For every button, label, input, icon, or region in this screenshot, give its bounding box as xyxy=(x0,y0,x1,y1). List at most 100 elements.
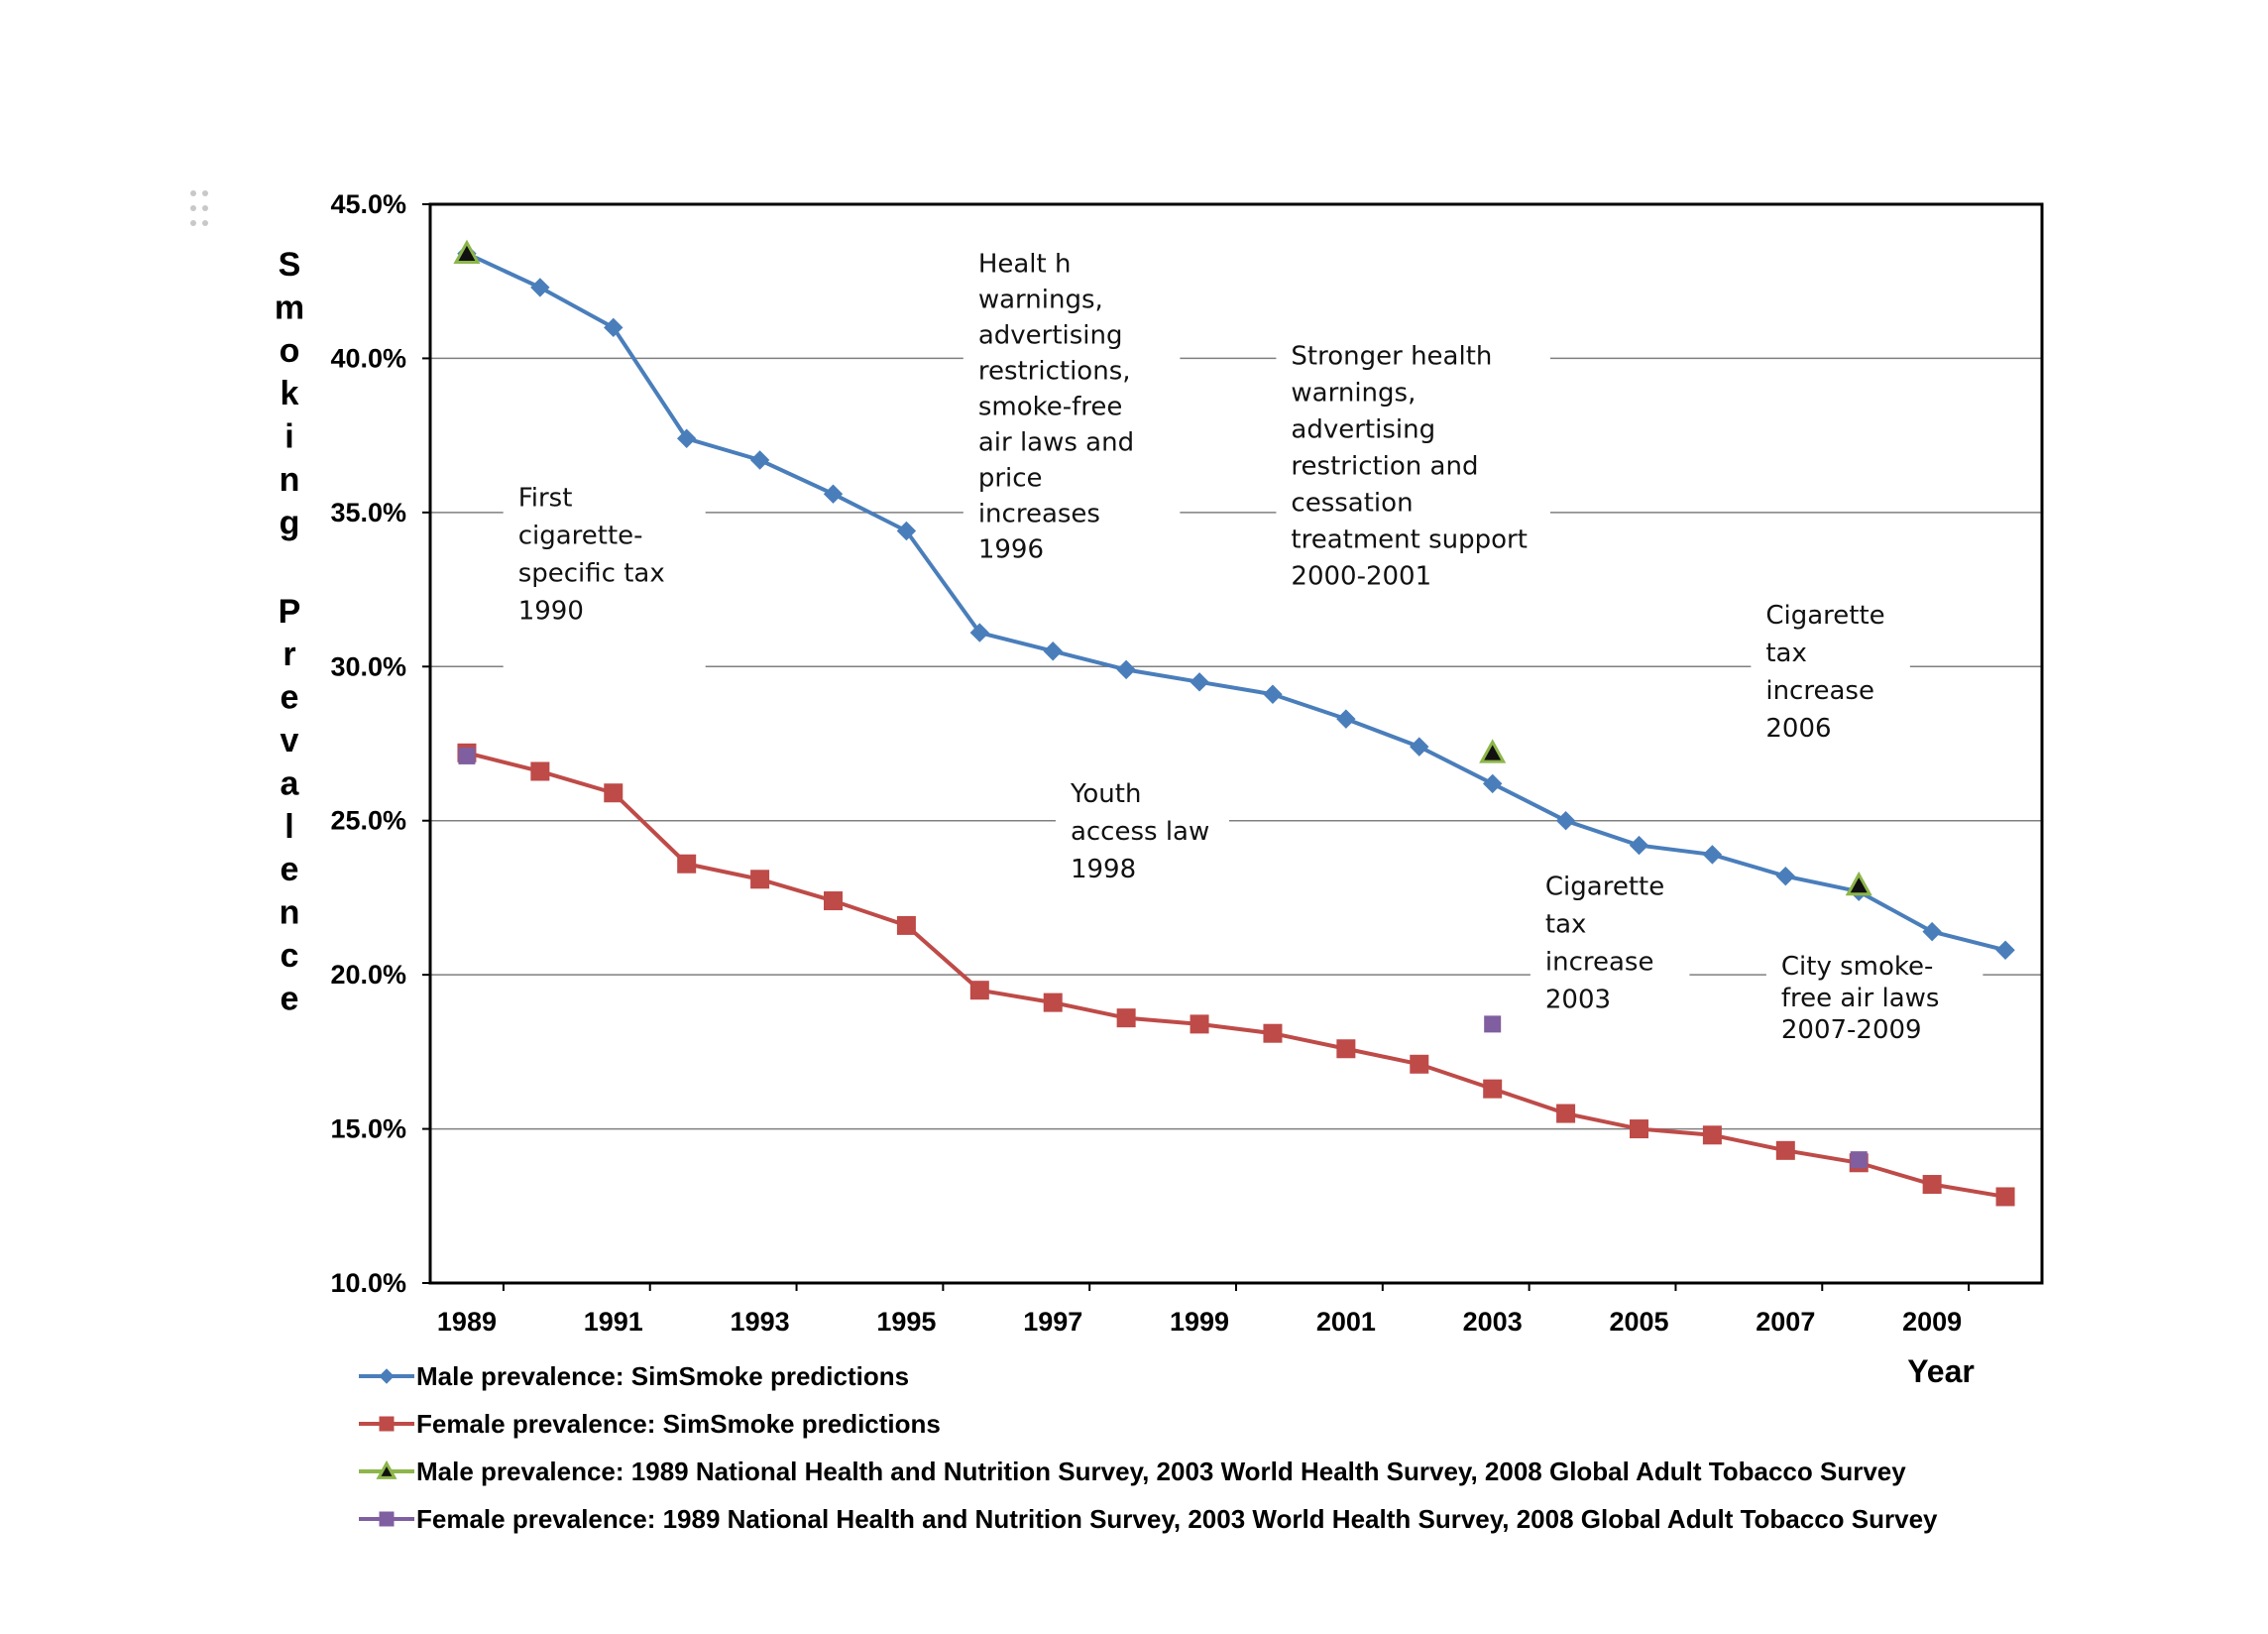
y-tick-label: 20.0% xyxy=(330,960,406,990)
data-point xyxy=(749,450,770,470)
data-point xyxy=(1336,709,1356,729)
annotation-text: Cigarette tax increase 2006 xyxy=(1765,601,1884,744)
data-point xyxy=(896,521,917,541)
y-axis-label-letter: a xyxy=(281,764,300,802)
annotation-line: cessation xyxy=(1291,489,1413,519)
y-axis-label-letter: r xyxy=(283,636,295,673)
legend-label: Female prevalence: SimSmoke predictions xyxy=(416,1409,941,1439)
x-tick-label: 2005 xyxy=(1609,1307,1668,1337)
y-axis-label-letter: g xyxy=(280,504,300,541)
annotation-line: price xyxy=(978,463,1043,493)
annotation-line: increase xyxy=(1545,947,1654,977)
x-tick-label: 2003 xyxy=(1463,1307,1523,1337)
data-point xyxy=(677,854,697,874)
y-axis-label-letter: k xyxy=(281,375,299,412)
annotation-box xyxy=(1751,595,1910,798)
data-point xyxy=(453,239,481,265)
annotation-line: increase xyxy=(1765,676,1874,706)
data-point xyxy=(1995,1187,2015,1207)
y-axis-label-letter: n xyxy=(280,461,300,499)
legend-item: Male prevalence: SimSmoke predictions xyxy=(359,1361,909,1391)
y-axis-label-letter: o xyxy=(280,332,300,370)
x-tick-label: 2001 xyxy=(1316,1307,1376,1337)
y-axis-label-letter: l xyxy=(284,808,293,846)
legend: Male prevalence: SimSmoke predictions Fem… xyxy=(359,1361,1938,1534)
data-point xyxy=(1995,940,2015,960)
x-tick-label: 1999 xyxy=(1170,1307,1229,1337)
data-point xyxy=(1850,1151,1868,1169)
y-axis-label-letter: e xyxy=(281,980,299,1017)
annotation-line: warnings, xyxy=(978,285,1103,314)
annotation-text: First cigarette-specific tax 1990 xyxy=(518,484,665,627)
annotation-line: advertising xyxy=(978,320,1123,350)
series-2 xyxy=(457,743,2015,1207)
annotation-line: Healt h xyxy=(978,249,1072,279)
data-point xyxy=(1556,1104,1576,1123)
data-point xyxy=(604,317,624,338)
y-axis: 10.0% 15.0% 20.0% 25.0% 30.0% 35.0% 40.0% 45.0% xyxy=(330,189,430,1298)
annotation-line: smoke-free xyxy=(978,392,1123,421)
legend-swatch-marker xyxy=(379,1511,395,1527)
annotation-line: Cigarette xyxy=(1545,872,1664,901)
y-axis-label-letter: i xyxy=(284,418,293,456)
data-point xyxy=(676,428,697,448)
annotation-line: Cigarette xyxy=(1765,601,1884,631)
annotation-text: Cigarette tax increase 2003 xyxy=(1545,872,1664,1014)
legend-swatch-marker xyxy=(379,1416,395,1432)
data-point xyxy=(750,870,770,889)
annotation-line: access law xyxy=(1071,817,1209,847)
y-axis-label-letter: e xyxy=(281,679,299,717)
y-axis-label-letter: S xyxy=(279,246,301,284)
annotation-line: specific tax xyxy=(518,559,665,589)
x-tick-label: 2007 xyxy=(1756,1307,1815,1337)
legend-swatch-marker xyxy=(376,1459,397,1479)
y-axis-label-letter: m xyxy=(275,289,304,326)
data-point xyxy=(824,891,843,911)
data-point xyxy=(604,783,624,803)
annotation-line: increases xyxy=(978,499,1100,528)
y-tick-label: 40.0% xyxy=(330,343,406,373)
annotation-line: Youth xyxy=(1070,779,1142,809)
x-tick-label: 1991 xyxy=(584,1307,643,1337)
legend-label: Male prevalence: SimSmoke predictions xyxy=(416,1361,909,1391)
x-tick-label: 2009 xyxy=(1902,1307,1962,1337)
x-tick-label: 1989 xyxy=(437,1307,497,1337)
y-axis-label-letter: c xyxy=(281,937,299,975)
data-point xyxy=(1922,1175,1942,1195)
data-point xyxy=(1775,866,1796,886)
data-point xyxy=(1845,871,1872,896)
y-axis-label-letter: n xyxy=(280,894,300,932)
y-axis-label-letter: P xyxy=(279,593,301,631)
annotation-line: 2000-2001 xyxy=(1291,562,1431,592)
series-3 xyxy=(453,239,1872,896)
y-tick-label: 15.0% xyxy=(330,1114,406,1144)
data-point xyxy=(1483,1079,1503,1099)
annotations: First cigarette-specific tax 1990 Healt h wa… xyxy=(503,244,1984,1089)
annotation-line: 1996 xyxy=(978,534,1044,564)
data-point xyxy=(1479,739,1507,763)
annotation-box xyxy=(1530,867,1690,1032)
data-point xyxy=(969,981,989,1000)
annotation-line: warnings, xyxy=(1291,379,1416,408)
data-point xyxy=(896,915,916,935)
series-group xyxy=(453,239,2015,1207)
legend-item: Female prevalence: SimSmoke predictions xyxy=(359,1409,941,1439)
drag-handle-icon[interactable] xyxy=(190,190,212,230)
annotation-line: Stronger health xyxy=(1291,342,1492,372)
annotation-box xyxy=(1765,947,1984,1089)
data-point xyxy=(458,747,476,764)
data-point xyxy=(1116,659,1136,680)
annotation-line: City smoke- xyxy=(1781,952,1934,982)
legend-item: Male prevalence: 1989 National Health an… xyxy=(359,1457,1906,1486)
annotation-text: Youth access law 1998 xyxy=(1070,779,1209,884)
data-point xyxy=(1410,1054,1429,1074)
annotation-line: advertising xyxy=(1291,415,1435,445)
annotation-text: Healt h warnings, advertising restrictions,… xyxy=(978,249,1134,564)
annotation-line: 1998 xyxy=(1071,855,1136,884)
data-point xyxy=(1336,1039,1356,1059)
annotation-line: 1990 xyxy=(518,597,584,627)
data-point xyxy=(1702,845,1723,865)
y-tick-label: 45.0% xyxy=(330,189,406,219)
data-point xyxy=(823,484,844,504)
